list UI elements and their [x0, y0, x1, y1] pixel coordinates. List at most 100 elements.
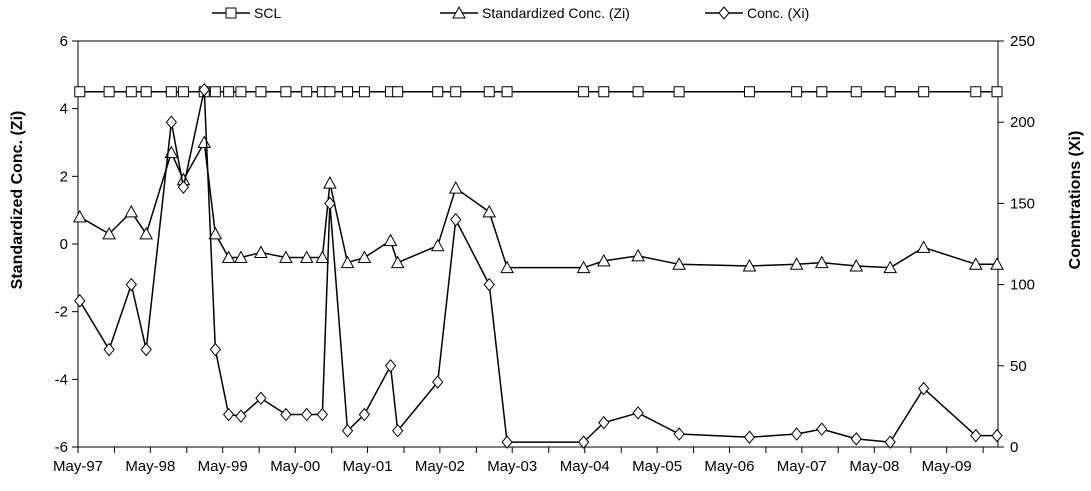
- point-diamond: [991, 428, 1003, 443]
- point-diamond: [103, 342, 115, 357]
- point-diamond: [816, 422, 828, 436]
- point-triangle: [279, 250, 293, 264]
- x-tick-label: May-05: [632, 458, 682, 475]
- point-triangle: [576, 260, 591, 274]
- series-triangle: [72, 135, 1004, 274]
- point-diamond: [577, 435, 590, 449]
- x-tick-label: May-01: [343, 458, 393, 475]
- point-square: [450, 86, 462, 98]
- point-triangle: [990, 257, 1004, 270]
- point-legend-square: [225, 7, 237, 19]
- point-triangle: [139, 226, 154, 240]
- point-triangle: [340, 255, 355, 269]
- point-triangle: [742, 258, 757, 272]
- axes: -6 -4 -2 0 2 4 6 0 50 100 150 200 250 May-97 May-98 May…: [53, 33, 1035, 475]
- point-square: [991, 86, 1003, 98]
- point-square: [255, 86, 267, 98]
- legend: SCL Standardized Conc. (Zi) Conc. (Xi): [212, 5, 809, 21]
- point-square: [791, 86, 803, 98]
- series-layer: [72, 82, 1004, 449]
- point-square: [392, 86, 404, 98]
- point-triangle: [234, 250, 248, 264]
- x-tick-label: May-09: [922, 458, 972, 475]
- y2-tick-label: 0: [1010, 439, 1018, 456]
- y2-tick-label: 250: [1010, 33, 1035, 50]
- point-square: [673, 86, 685, 98]
- point-triangle: [102, 226, 116, 240]
- legend-item-triangle: Standardized Conc. (Zi): [440, 5, 630, 21]
- point-triangle: [814, 255, 829, 269]
- point-triangle: [672, 257, 686, 270]
- x-tick-label: May-02: [415, 458, 465, 475]
- point-triangle: [124, 204, 139, 218]
- point-square: [432, 86, 444, 98]
- point-legend-diamond: [718, 6, 730, 20]
- point-square: [342, 86, 354, 98]
- point-diamond: [235, 409, 247, 423]
- point-square: [177, 86, 189, 98]
- point-square: [598, 86, 610, 98]
- point-diamond: [255, 391, 267, 406]
- y-axis-title: Standardized Conc. (Zi): [9, 111, 26, 290]
- legend-item-square: SCL: [212, 5, 281, 21]
- point-square: [578, 86, 590, 98]
- point-diamond: [790, 427, 803, 441]
- y2-tick-label: 50: [1010, 358, 1027, 375]
- point-triangle: [299, 250, 314, 264]
- point-triangle: [323, 176, 337, 189]
- x-tick-label: May-99: [198, 458, 248, 475]
- point-square: [103, 86, 115, 98]
- point-square: [280, 86, 292, 98]
- legend-label: SCL: [254, 5, 281, 21]
- point-square: [140, 86, 152, 98]
- point-square: [970, 86, 982, 98]
- point-diamond: [450, 212, 462, 227]
- point-square: [501, 86, 513, 98]
- point-square: [74, 86, 86, 98]
- point-diamond: [432, 375, 444, 389]
- point-diamond: [316, 407, 329, 422]
- point-triangle: [383, 233, 398, 247]
- point-diamond: [970, 428, 982, 443]
- point-square: [125, 86, 137, 98]
- point-square: [483, 86, 495, 98]
- point-diamond: [392, 423, 404, 438]
- point-triangle: [208, 226, 223, 240]
- x-tick-label: May-03: [487, 458, 537, 475]
- y-tick-label: 4: [60, 101, 68, 118]
- series-square: [74, 86, 1003, 98]
- point-triangle: [448, 181, 463, 194]
- point-diamond: [177, 180, 190, 194]
- point-square: [223, 86, 235, 98]
- y2-tick-label: 150: [1010, 195, 1035, 212]
- point-diamond: [743, 430, 756, 445]
- point-diamond: [598, 415, 610, 430]
- point-diamond: [125, 277, 137, 292]
- point-triangle: [72, 209, 87, 223]
- point-square: [918, 86, 930, 98]
- point-square: [850, 86, 862, 98]
- y2-tick-label: 100: [1010, 277, 1035, 294]
- point-diamond: [280, 407, 292, 422]
- y-tick-label: 0: [60, 236, 68, 253]
- point-triangle: [315, 250, 330, 264]
- point-diamond: [501, 435, 513, 449]
- point-diamond: [632, 406, 644, 420]
- y2-axis-title: Conentrations (Xi): [1067, 131, 1084, 270]
- point-square: [301, 86, 313, 98]
- point-triangle: [500, 260, 514, 274]
- legend-label: Standardized Conc. (Zi): [482, 5, 630, 21]
- point-diamond: [341, 423, 354, 438]
- point-square: [209, 86, 221, 98]
- point-legend-triangle: [452, 5, 466, 19]
- y-tick-label: 2: [60, 168, 68, 185]
- point-diamond: [140, 342, 152, 357]
- x-tick-label: May-08: [849, 458, 899, 475]
- point-square: [884, 86, 896, 98]
- point-square: [235, 86, 247, 98]
- y-tick-label: 6: [60, 33, 68, 50]
- point-square: [816, 86, 828, 98]
- point-triangle: [430, 238, 445, 252]
